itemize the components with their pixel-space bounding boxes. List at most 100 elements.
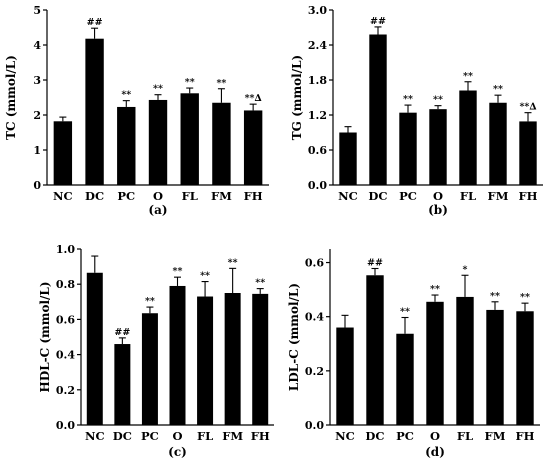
bar-fh [516, 311, 534, 425]
y-tick-label: 2.4 [308, 39, 327, 52]
bar-dc [114, 344, 131, 425]
significance-label: * [463, 264, 468, 275]
bar-fh [519, 121, 537, 185]
significance-label: ** [200, 271, 210, 282]
bar-pc [117, 106, 136, 185]
bar-fm [212, 102, 231, 185]
significance-label: ** [400, 307, 410, 318]
bar-o [426, 301, 444, 425]
y-tick-label: 0.0 [56, 419, 75, 432]
x-tick-label: O [430, 429, 440, 443]
y-tick-label: 0.6 [56, 313, 75, 326]
y-axis-title: TC (mmol/L) [4, 55, 18, 140]
y-tick-label: 0 [33, 179, 41, 192]
panel-label: (b) [428, 203, 448, 217]
y-axis-title: HDL-C (mmol/L) [38, 281, 52, 392]
y-tick-label: 0.0 [308, 179, 327, 192]
bar-fl [456, 296, 474, 425]
x-tick-label: PC [117, 189, 135, 203]
x-tick-label: FH [518, 189, 537, 203]
significance-label: ## [114, 327, 130, 338]
bar-fm [486, 309, 504, 425]
significance-label: ** [433, 95, 443, 106]
significance-label: ** [463, 71, 473, 82]
significance-label: ** [430, 284, 440, 295]
bar-fh [252, 293, 269, 425]
bar-pc [141, 313, 158, 425]
y-tick-label: 0.0 [305, 419, 324, 432]
panel-label: (c) [168, 445, 187, 459]
y-tick-label: 0.8 [56, 278, 75, 291]
panel-label: (a) [148, 203, 167, 217]
x-tick-label: FH [515, 429, 534, 443]
y-tick-label: 3 [33, 74, 41, 87]
significance-label: ** [185, 77, 195, 88]
bar-nc [336, 327, 354, 425]
bar-pc [396, 333, 414, 425]
bar-fm [489, 102, 507, 185]
x-tick-label: O [153, 189, 163, 203]
y-tick-label: 3.0 [308, 4, 327, 17]
y-tick-label: 5 [33, 4, 41, 17]
y-tick-label: 1.2 [308, 109, 327, 122]
y-tick-label: 1.0 [56, 243, 75, 256]
significance-label: ** [153, 84, 163, 95]
significance-label: ** [520, 292, 530, 303]
significance-label: ## [367, 257, 383, 268]
y-tick-label: 4 [33, 39, 41, 52]
y-axis-title: TG (mmol/L) [290, 55, 304, 141]
bar-pc [399, 112, 417, 185]
y-tick-label: 0.6 [305, 257, 324, 270]
x-tick-label: NC [85, 429, 105, 443]
bar-dc [369, 34, 387, 185]
x-tick-label: O [433, 189, 443, 203]
x-tick-label: O [172, 429, 182, 443]
x-tick-label: PC [396, 429, 414, 443]
x-tick-label: NC [53, 189, 73, 203]
bar-fl [459, 90, 477, 185]
bar-o [148, 99, 168, 185]
y-tick-label: 0.4 [56, 349, 75, 362]
bar-dc [366, 275, 384, 425]
x-tick-label: FL [197, 429, 213, 443]
bar-o [169, 285, 186, 425]
x-tick-label: DC [113, 429, 132, 443]
x-tick-label: FL [182, 189, 198, 203]
x-tick-label: NC [338, 189, 358, 203]
bar-nc [86, 272, 103, 425]
x-tick-label: PC [141, 429, 159, 443]
significance-label: ** [493, 84, 503, 95]
y-tick-label: 1 [33, 144, 41, 157]
significance-label: ## [370, 16, 386, 27]
significance-label: ** [255, 278, 265, 289]
x-tick-label: FL [460, 189, 476, 203]
bar-dc [85, 38, 104, 186]
y-tick-label: 1.8 [308, 74, 327, 87]
significance-label: ** [403, 94, 413, 105]
chart-panel-1: 0 1 2 3 4 5 TC (mmol/L) NC ## DC ** PC ** O ** FL ** FM **… [4, 4, 269, 217]
bar-nc [53, 121, 73, 185]
bar-fm [224, 293, 241, 425]
bar-nc [339, 132, 357, 185]
y-tick-label: 0.4 [305, 311, 324, 324]
y-axis-title: LDL-C (mmol/L) [287, 283, 301, 391]
chart-panel-4: 0.0 0.2 0.4 0.6 LDL-C (mmol/L) NC ## DC ** PC ** O *… [287, 249, 540, 459]
y-tick-label: 0.2 [305, 365, 324, 378]
x-tick-label: FL [457, 429, 473, 443]
y-tick-label: 2 [33, 109, 41, 122]
x-tick-label: DC [365, 429, 384, 443]
bar-o [429, 109, 447, 185]
x-tick-label: FM [222, 429, 243, 443]
significance-label: ** [216, 78, 226, 89]
x-tick-label: FH [244, 189, 263, 203]
significance-label: ** [173, 266, 183, 277]
significance-label: ## [87, 17, 103, 28]
bar-fl [197, 296, 214, 425]
x-tick-label: PC [399, 189, 417, 203]
chart-panel-3: 0.0 0.2 0.4 0.6 0.8 1.0 HDL-C (mmol/L) NC ## DC **… [38, 243, 274, 459]
y-tick-label: 0.6 [308, 144, 327, 157]
y-tick-label: 0.2 [56, 384, 75, 397]
x-tick-label: NC [335, 429, 355, 443]
bar-fh [243, 110, 263, 185]
